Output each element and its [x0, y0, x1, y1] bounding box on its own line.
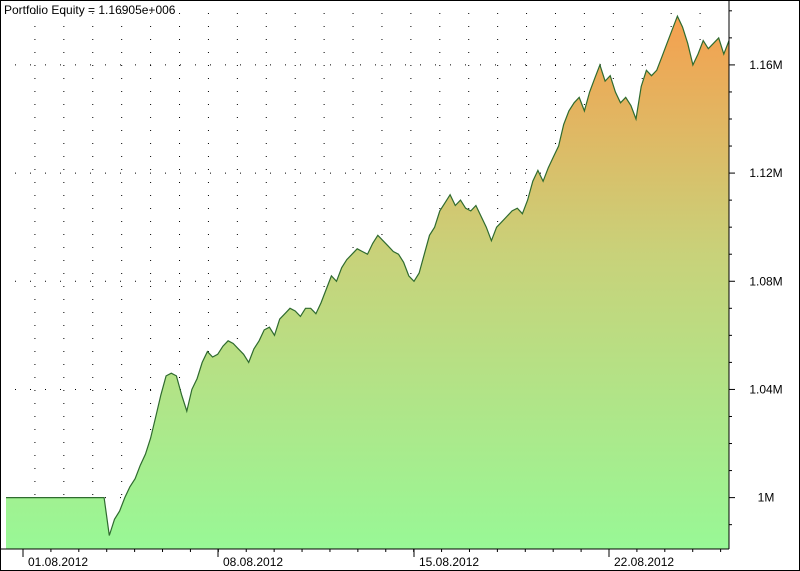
y-tick-label: 1.04M — [749, 382, 782, 396]
y-tick-label: 1M — [758, 491, 775, 505]
y-tick-label: 1.08M — [749, 274, 782, 288]
equity-line — [6, 14, 730, 536]
x-tick-label: 15.08.2012 — [419, 555, 479, 569]
x-tick-label: 01.08.2012 — [28, 555, 88, 569]
y-tick-label: 1.12M — [749, 166, 782, 180]
y-tick-label: 1.16M — [749, 58, 782, 72]
y-axis: 1M 1.04M 1.08M 1.12M 1.16M — [729, 10, 783, 526]
equity-area-fill — [6, 16, 729, 549]
x-axis: 01.08.2012 08.08.2012 15.08.2012 22.08.2012 — [22, 549, 722, 569]
x-tick-label: 08.08.2012 — [223, 555, 283, 569]
chart-title: Portfolio Equity = 1.16905e+006 — [4, 3, 176, 17]
x-tick-label: 22.08.2012 — [614, 555, 674, 569]
